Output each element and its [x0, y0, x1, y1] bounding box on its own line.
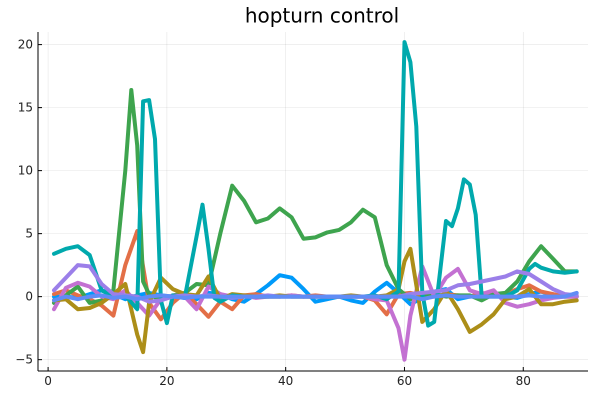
y-tick-label: 0	[25, 290, 33, 304]
x-tick-label: 40	[278, 374, 293, 388]
x-tick-label: 80	[516, 374, 531, 388]
chart-title: hopturn control	[245, 4, 399, 28]
x-tick-label: 0	[44, 374, 52, 388]
x-tick-label: 60	[397, 374, 412, 388]
series-line-8	[52, 290, 579, 303]
x-tick-label: 20	[159, 374, 174, 388]
y-tick-label: 10	[18, 164, 33, 178]
series-lines	[52, 40, 579, 362]
y-tick-label: 15	[18, 101, 33, 115]
y-tick-label: 5	[25, 227, 33, 241]
y-tick-label: −5	[15, 353, 33, 367]
tick-labels: 0 20 40 60 80 −5 0 5 10 15 20	[15, 38, 531, 388]
y-tick-label: 20	[18, 38, 33, 52]
axes	[37, 32, 588, 372]
